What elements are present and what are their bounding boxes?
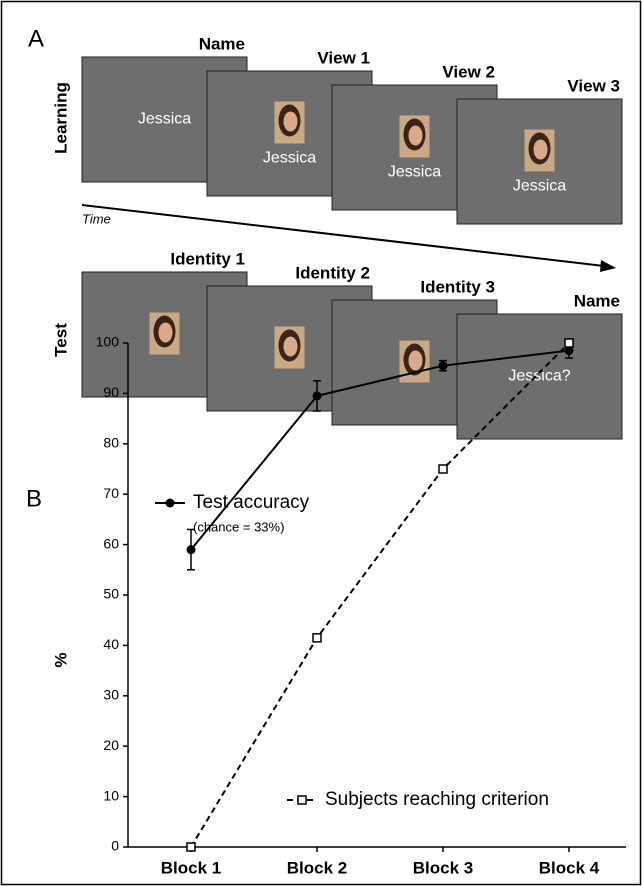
screen-title: View 2 — [442, 62, 495, 81]
y-tick-label: 100 — [96, 334, 120, 350]
screen-text: Jessica? — [508, 368, 570, 385]
screen-title: Name — [199, 34, 245, 53]
y-tick-label: 60 — [103, 535, 119, 551]
legend-label: Test accuracy — [193, 492, 310, 513]
screen-title: Identity 1 — [170, 249, 245, 268]
series-line — [190, 342, 570, 848]
screen-title: Name — [574, 291, 620, 310]
x-tick-label: Block 1 — [161, 858, 221, 877]
y-tick-label: 30 — [103, 687, 119, 703]
y-tick-label: 70 — [103, 485, 119, 501]
face — [283, 111, 298, 132]
legend-marker — [165, 498, 175, 508]
screen-text: Jessica — [513, 178, 566, 195]
face — [283, 336, 298, 357]
screen-title: Identity 3 — [420, 277, 495, 296]
time-arrow — [81, 204, 605, 267]
arrow-head — [600, 260, 616, 272]
x-tick-label: Block 2 — [287, 858, 347, 877]
legend-label: Subjects reaching criterion — [325, 789, 549, 810]
panel-label: A — [28, 25, 44, 52]
face — [158, 322, 173, 343]
y-tick-label: 10 — [103, 787, 119, 803]
screen — [456, 313, 623, 440]
point — [312, 633, 322, 643]
y-tick-label: 20 — [103, 737, 119, 753]
point — [186, 842, 196, 852]
y-tick-label: 50 — [103, 586, 119, 602]
point — [186, 545, 196, 555]
panel-label: B — [26, 485, 42, 512]
y-tick-label: 40 — [103, 636, 119, 652]
face — [533, 139, 548, 160]
row-label: Test — [51, 323, 70, 357]
face — [408, 125, 423, 146]
screen-title: View 1 — [317, 48, 370, 67]
time-label: Time — [82, 211, 111, 226]
point — [312, 391, 322, 401]
y-tick-label: 90 — [103, 384, 119, 400]
screen-text: Jessica — [138, 111, 191, 128]
face — [408, 350, 423, 371]
screen-text: Jessica — [263, 150, 316, 167]
screen-title: View 3 — [567, 76, 620, 95]
point — [438, 464, 448, 474]
legend-marker — [297, 795, 307, 805]
y-tick-label: 80 — [103, 435, 119, 451]
x-tick-label: Block 4 — [539, 858, 600, 877]
series-line — [190, 349, 570, 551]
row-label: Learning — [51, 82, 70, 154]
annotation: (chance = 33%) — [193, 519, 284, 534]
y-axis-label: % — [51, 652, 70, 667]
point — [564, 338, 574, 348]
x-tick-label: Block 3 — [413, 858, 473, 877]
screen-text: Jessica — [388, 164, 441, 181]
point — [438, 361, 448, 371]
y-tick-label: 0 — [111, 838, 119, 854]
point — [564, 346, 574, 356]
screen-title: Identity 2 — [295, 263, 370, 282]
